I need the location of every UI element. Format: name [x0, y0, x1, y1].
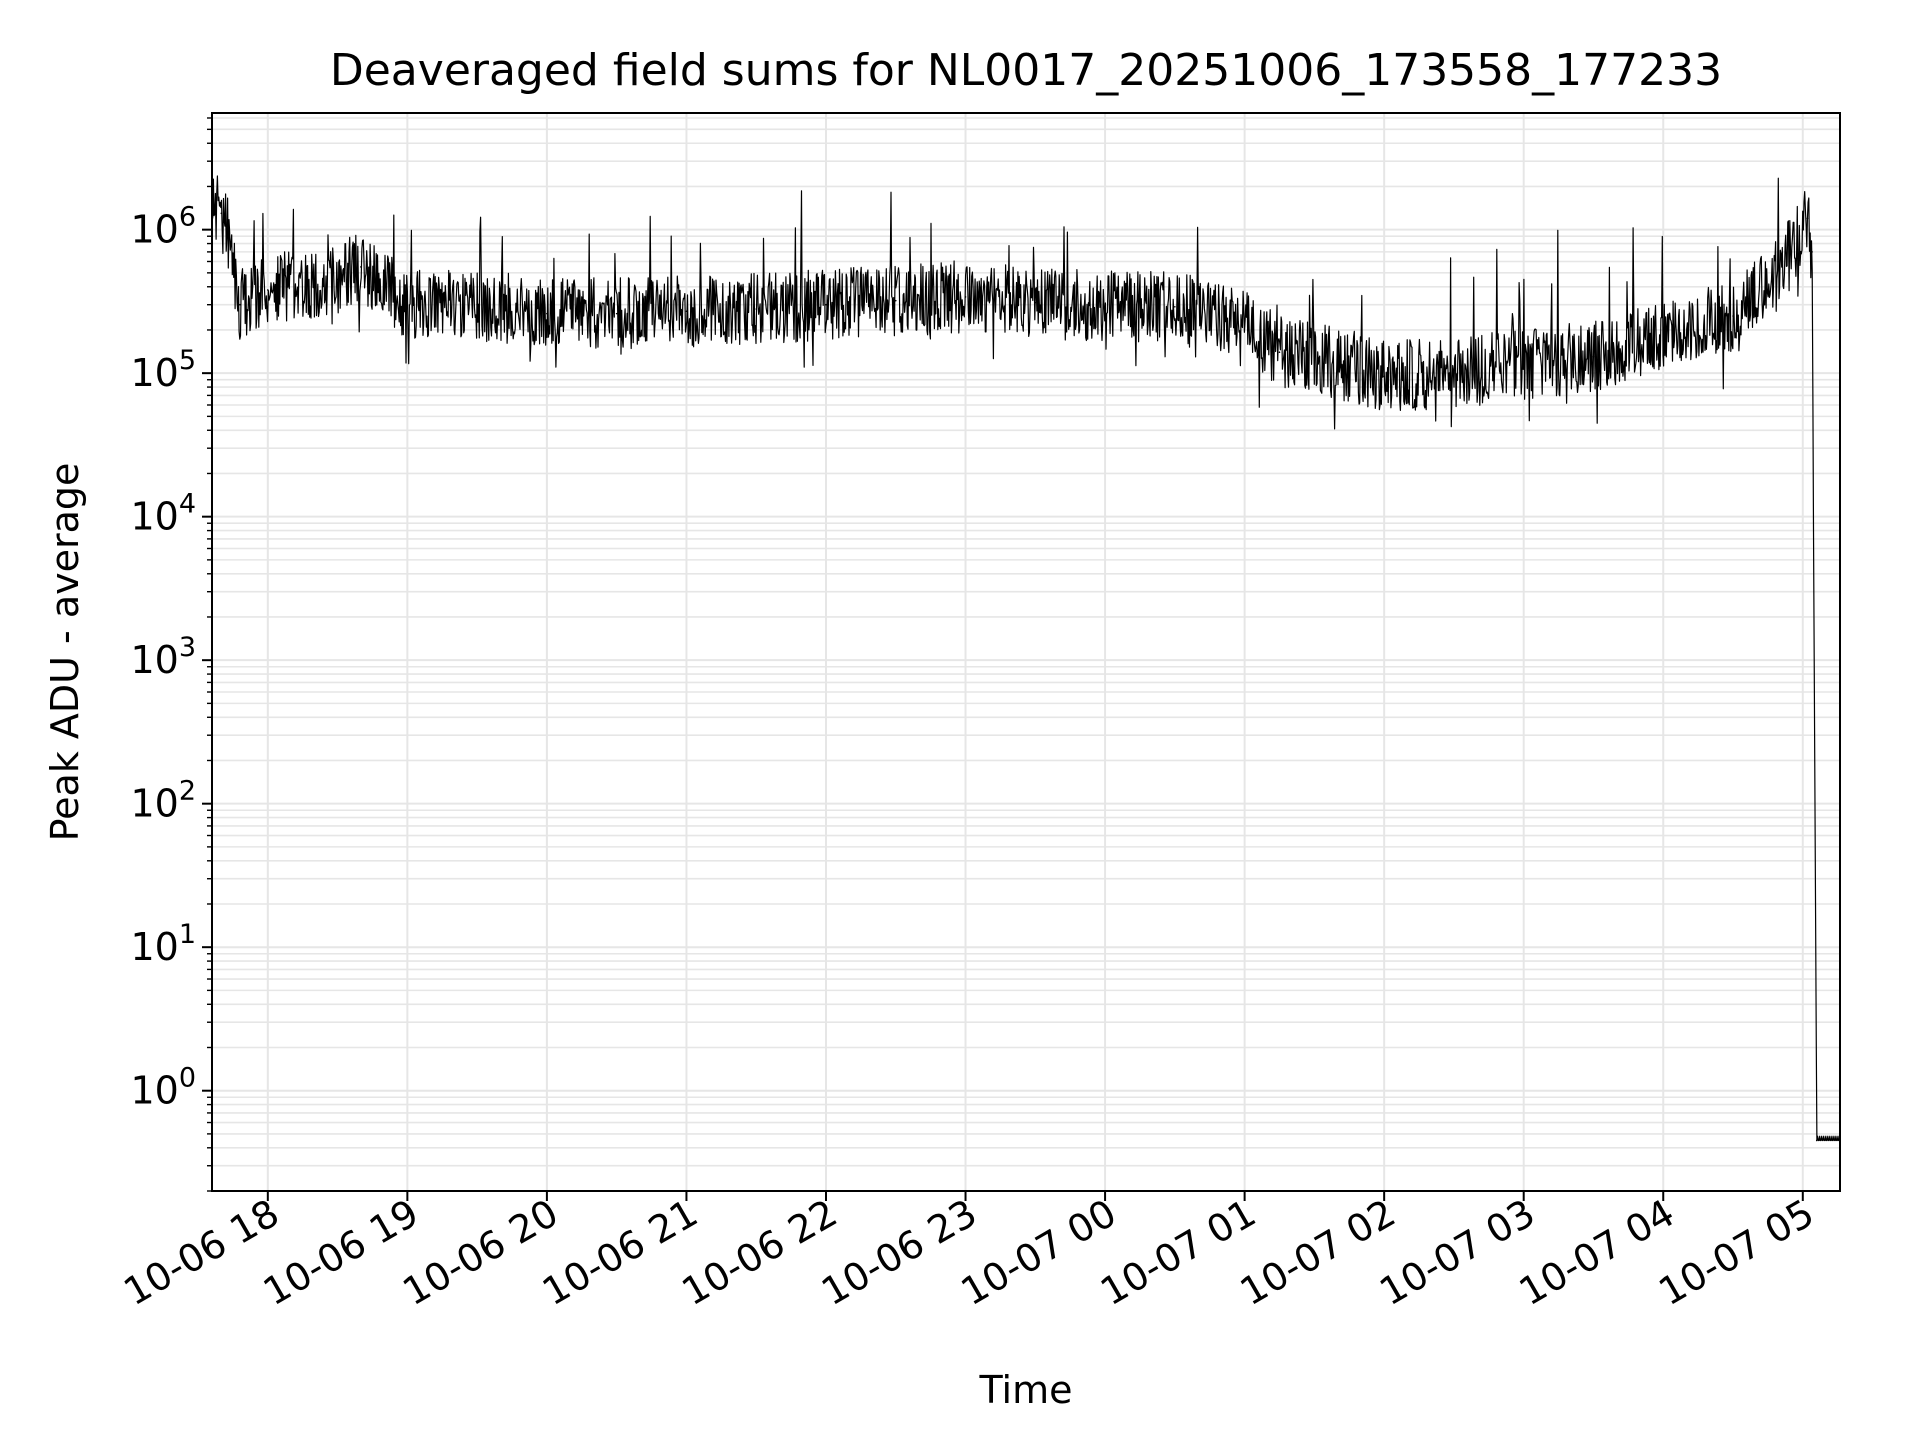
- data-point: [964, 296, 967, 298]
- data-point: [755, 308, 758, 310]
- data-point: [1383, 375, 1385, 378]
- data-point: [1522, 363, 1525, 366]
- data-point: [546, 312, 548, 315]
- plot-area: [211, 175, 1841, 1142]
- plot-frame: [211, 112, 1841, 1192]
- y-tick-label: 106: [130, 202, 196, 252]
- data-point: [1278, 351, 1281, 353]
- data-point: [1778, 272, 1781, 274]
- data-point: [406, 303, 409, 306]
- data-point: [685, 310, 688, 313]
- grid: [212, 113, 1840, 1192]
- data-point: [1453, 372, 1455, 374]
- data-point: [267, 289, 269, 291]
- data-point: [1034, 301, 1037, 304]
- data-point: [894, 299, 897, 302]
- data-point: [1732, 315, 1734, 317]
- y-tick-label: 100: [130, 1063, 196, 1113]
- data-point: [476, 303, 478, 306]
- data-point: [336, 278, 339, 281]
- data-point: [229, 242, 232, 245]
- data-point: [1313, 356, 1316, 358]
- y-tick-label: 101: [130, 919, 196, 969]
- x-axis-label: Time: [979, 1368, 1073, 1412]
- data-point: [220, 212, 223, 215]
- data-point: [1811, 251, 1813, 253]
- chart-title: Deaveraged field sums for NL0017_2025100…: [330, 45, 1722, 96]
- data-point: [1801, 228, 1804, 231]
- data-point: [1174, 306, 1176, 308]
- y-tick-label: 105: [130, 345, 196, 395]
- data-point: [1662, 335, 1665, 338]
- y-tick-label: 103: [130, 632, 196, 682]
- series-line: [211, 175, 1841, 1142]
- data-point: [1815, 1139, 1818, 1142]
- y-axis-label: Peak ADU - average: [43, 463, 87, 842]
- data-point: [360, 266, 362, 268]
- data-point: [1104, 306, 1106, 308]
- data-point: [1806, 217, 1809, 220]
- data-point: [1243, 320, 1246, 323]
- data-point: [825, 303, 827, 306]
- y-tick-label: 104: [130, 489, 196, 539]
- y-tick-label: 102: [130, 776, 196, 826]
- data-point: [615, 312, 618, 315]
- data-point: [239, 303, 241, 306]
- data-point: [1592, 356, 1595, 358]
